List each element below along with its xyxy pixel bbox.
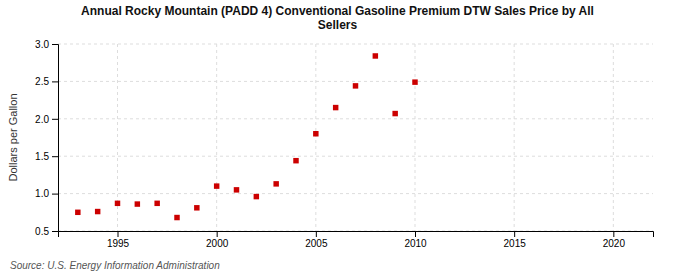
tick-mark	[118, 231, 119, 237]
point	[333, 105, 338, 110]
point	[135, 201, 140, 206]
tick: 2005	[305, 231, 328, 249]
grid-line	[58, 156, 653, 157]
tick: 2020	[603, 231, 626, 249]
tick-mark	[52, 194, 58, 195]
plot: 1995 2000 2005 2010 2015 2020 0.5 1.0 1.5 2.0 2.5 3…	[35, 39, 653, 249]
point	[313, 131, 318, 136]
title-line: Sellers	[318, 18, 358, 32]
point	[154, 201, 159, 206]
source: Source: U.S. Energy Information Administ…	[10, 260, 220, 271]
title: Annual Rocky Mountain (PADD 4) Conventio…	[81, 4, 594, 32]
tick-label: 1.5	[35, 151, 49, 162]
tick-label: 2010	[404, 238, 427, 249]
tick: 2010	[404, 231, 427, 249]
y-axis-title: Dollars per Gallon	[7, 93, 19, 181]
tick-label: 2.0	[35, 114, 49, 125]
tick: 2015	[504, 231, 527, 249]
point	[353, 83, 358, 88]
grid-line	[613, 44, 614, 231]
tick-mark	[217, 231, 218, 237]
tick-mark	[613, 231, 614, 237]
point	[254, 194, 259, 199]
tick: 1.0	[35, 188, 58, 199]
axis-line	[52, 45, 59, 232]
tick-mark	[52, 44, 58, 45]
grid-line	[58, 193, 653, 194]
tick-mark	[415, 231, 416, 237]
grid-line	[58, 44, 653, 45]
grid-line	[315, 44, 316, 231]
tick-mark	[52, 156, 58, 157]
tick: 0.5	[35, 226, 58, 237]
tick: 1995	[107, 231, 130, 249]
tick-label: 2015	[504, 238, 527, 249]
tick-label: 0.5	[35, 226, 49, 237]
points	[75, 53, 418, 220]
tick: 3.0	[35, 39, 58, 50]
point	[412, 79, 417, 84]
tick-label: 1.0	[35, 188, 49, 199]
grid	[58, 44, 653, 231]
y-axis: 0.5 1.0 1.5 2.0 2.5 3.0	[35, 39, 58, 237]
chart: 1995 2000 2005 2010 2015 2020 0.5 1.0 1.5 2.0 2.5 3…	[0, 0, 675, 275]
point	[194, 205, 199, 210]
tick: 1.5	[35, 151, 58, 162]
tick-label: 2005	[305, 238, 328, 249]
grid-line	[58, 118, 653, 119]
grid-line	[514, 44, 515, 231]
grid-line	[58, 81, 653, 82]
point	[392, 111, 397, 116]
tick-label: 2000	[206, 238, 229, 249]
point	[174, 215, 179, 220]
grid-line	[216, 44, 217, 231]
point	[214, 183, 219, 188]
tick-mark	[52, 231, 58, 232]
tick-mark	[52, 119, 58, 120]
point	[273, 181, 278, 186]
tick: 2.5	[35, 76, 58, 87]
point	[234, 187, 239, 192]
point	[95, 209, 100, 214]
grid-line	[415, 44, 416, 231]
point	[373, 53, 378, 58]
point	[293, 158, 298, 163]
tick-label: 1995	[107, 238, 130, 249]
tick-mark	[514, 231, 515, 237]
tick-label: 2020	[603, 238, 626, 249]
axis-line	[59, 232, 654, 238]
tick-mark	[52, 81, 58, 82]
point	[75, 210, 80, 215]
tick-label: 2.5	[35, 76, 49, 87]
title-line: Annual Rocky Mountain (PADD 4) Conventio…	[81, 4, 594, 18]
tick-label: 3.0	[35, 39, 49, 50]
tick: 2.0	[35, 114, 58, 125]
point	[115, 201, 120, 206]
x-axis: 1995 2000 2005 2010 2015 2020	[59, 231, 654, 249]
tick: 2000	[206, 231, 229, 249]
tick-mark	[316, 231, 317, 237]
